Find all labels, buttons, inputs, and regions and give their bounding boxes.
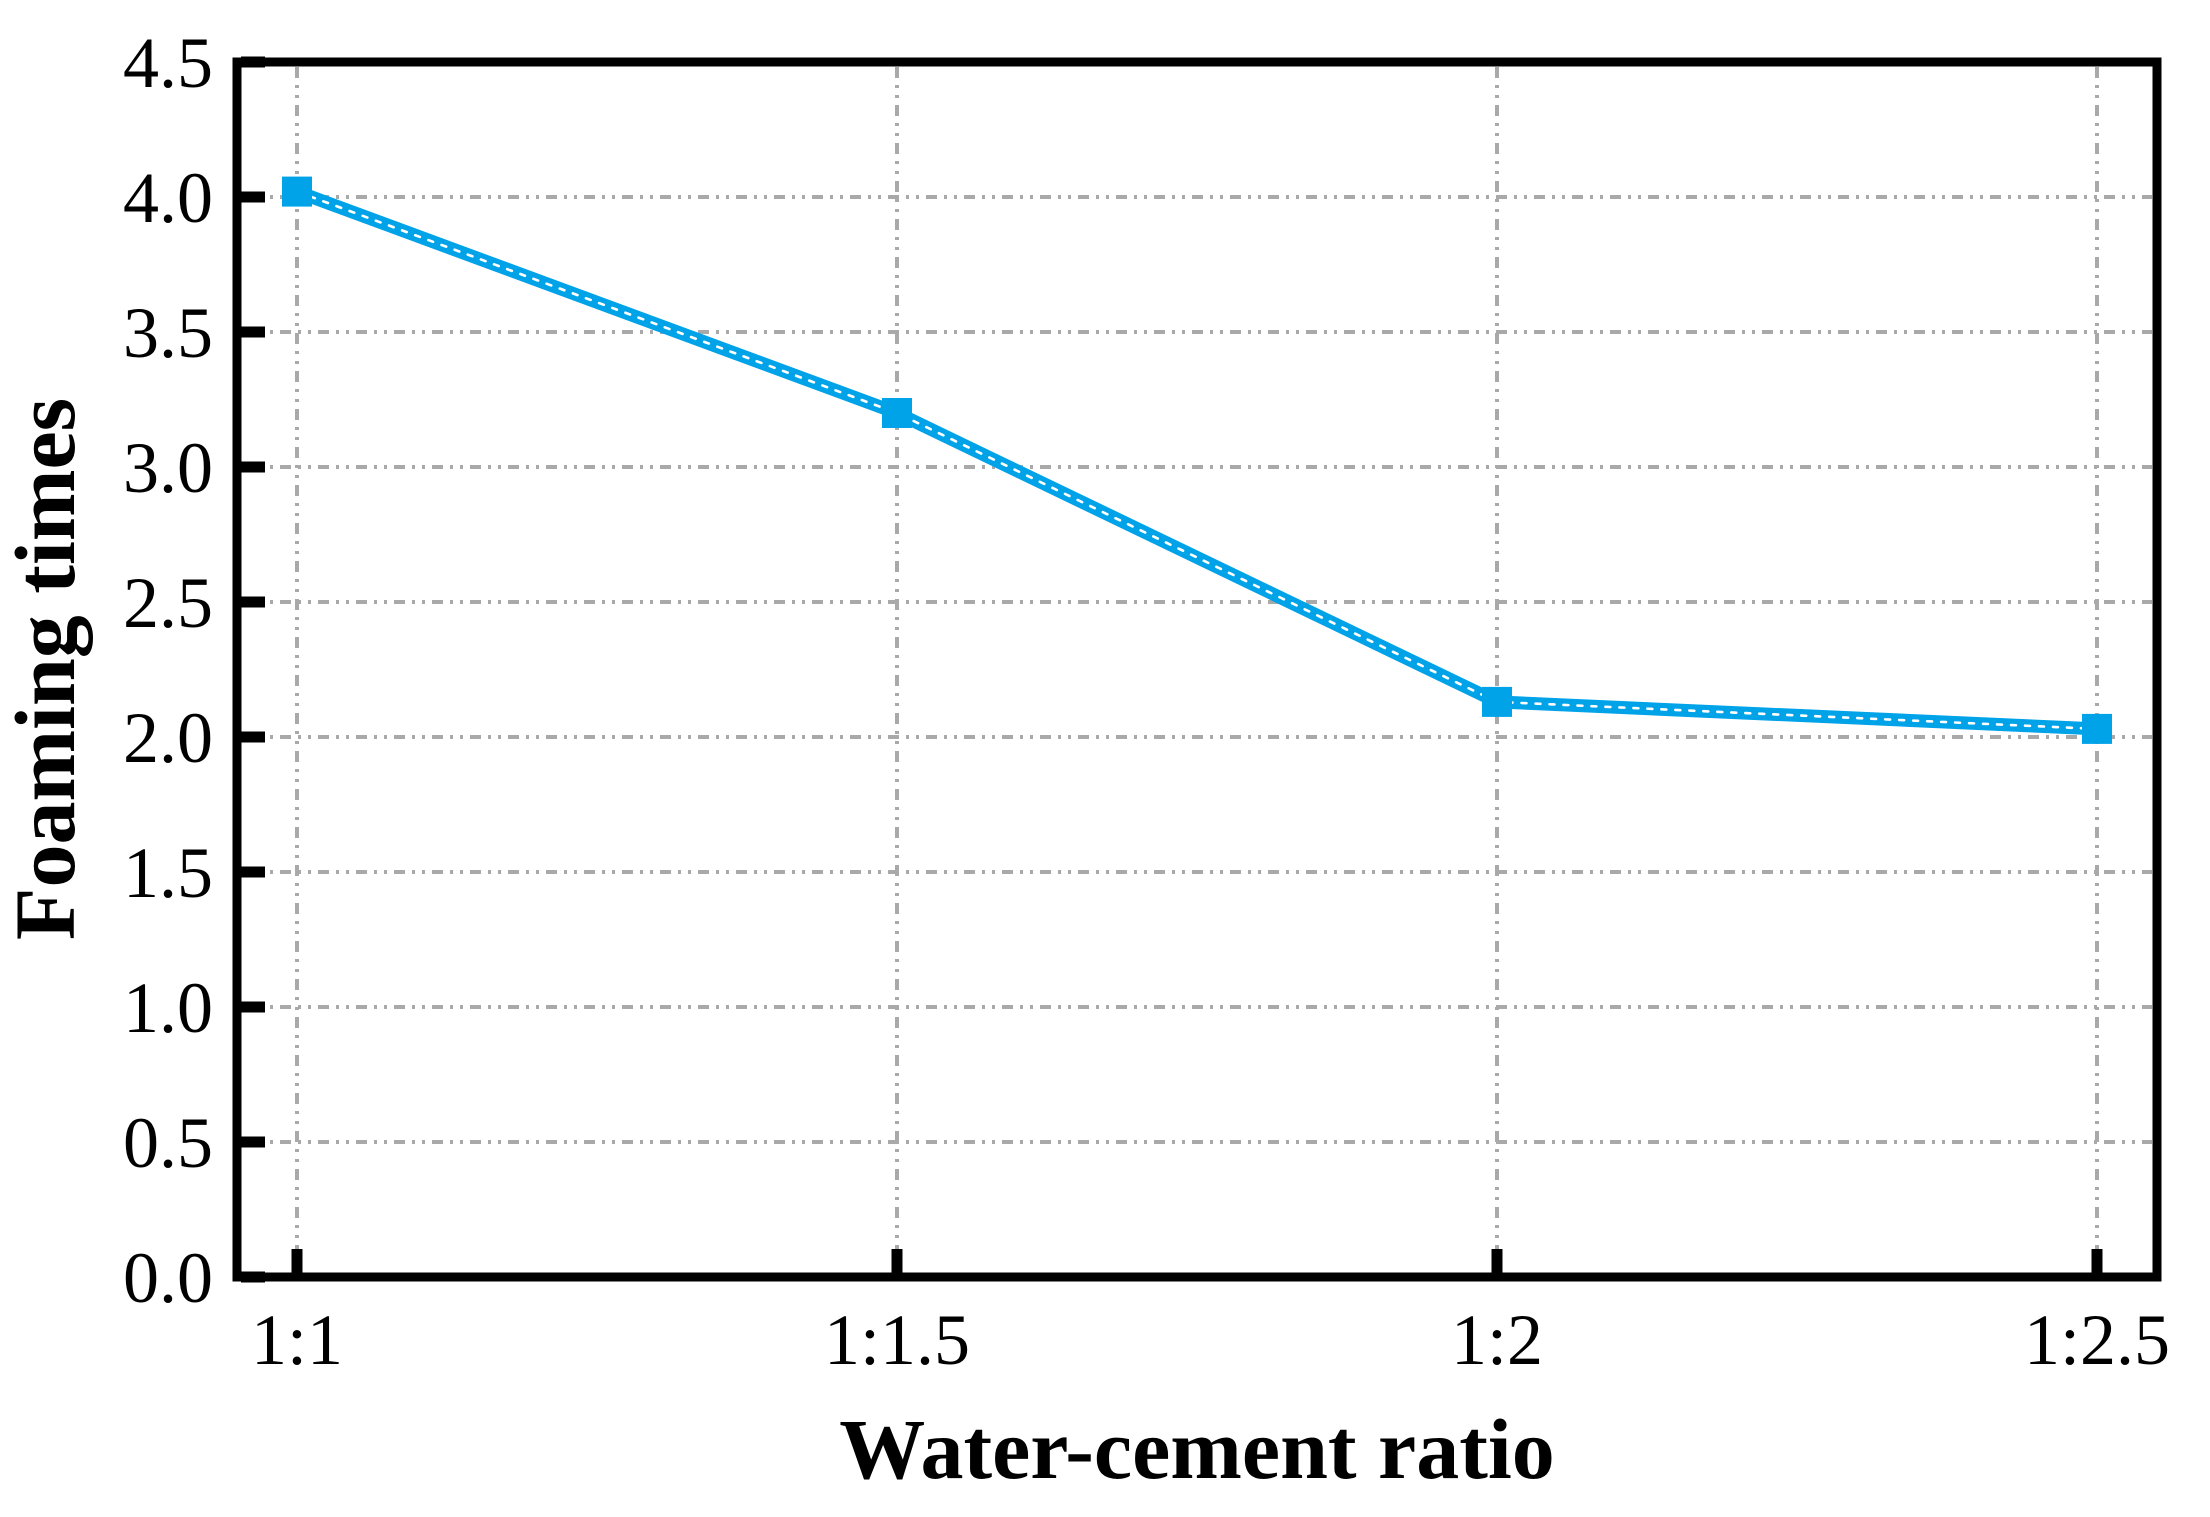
y-tick-label: 2.5	[123, 563, 213, 643]
y-tick-label: 1.0	[123, 968, 213, 1048]
y-tick-label: 3.0	[123, 428, 213, 508]
x-tick-label: 1:1	[251, 1300, 343, 1380]
data-point-marker	[2082, 713, 2112, 744]
y-tick-label: 2.0	[123, 698, 213, 778]
data-line	[290, 185, 2104, 736]
y-axis-title: Foaming times	[0, 398, 93, 940]
y-tick-label: 0.0	[123, 1238, 213, 1318]
data-point-marker	[282, 176, 312, 207]
tick-layer: 0.0 0.5 1.0 1.5 2.0 2.5 3.0 3.5 4.0 4.5 1:1 1:1.5 1:…	[123, 23, 2170, 1380]
grid-layer	[242, 67, 2152, 1272]
x-tick-label: 1:1.5	[824, 1300, 970, 1380]
series-layer	[282, 176, 2112, 744]
x-axis-title: Water-cement ratio	[839, 1401, 1555, 1497]
y-tick-label: 0.5	[123, 1103, 213, 1183]
y-tick-label: 1.5	[123, 833, 213, 913]
data-point-marker	[882, 398, 912, 428]
y-tick-label: 4.5	[123, 23, 213, 103]
y-tick-label: 3.5	[123, 293, 213, 373]
data-point-marker	[1482, 686, 1512, 717]
plot-border	[232, 57, 2162, 1282]
x-tick-label: 1:2	[1451, 1300, 1543, 1380]
data-line-center-dash	[295, 190, 2099, 731]
x-tick-label: 1:2.5	[2024, 1300, 2170, 1380]
y-tick-label: 4.0	[123, 158, 213, 238]
